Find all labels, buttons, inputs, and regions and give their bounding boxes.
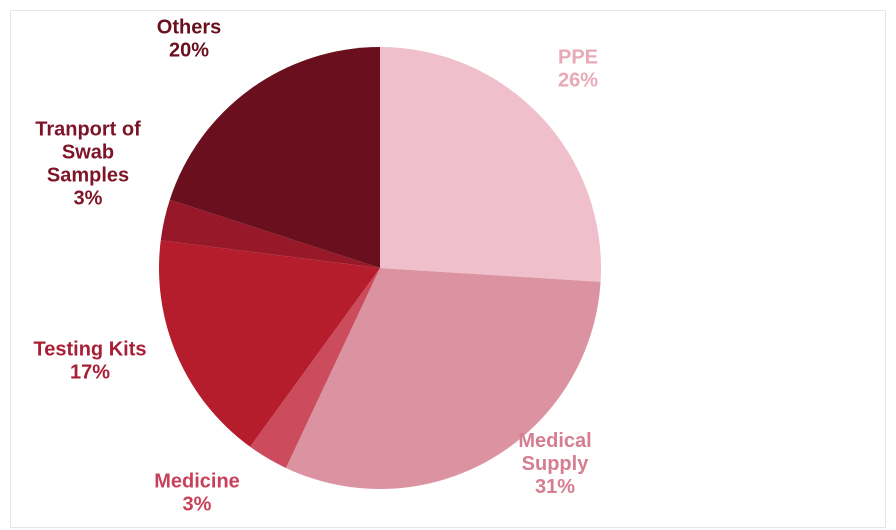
pie-label-others: Others 20% (157, 17, 221, 62)
pie-label-medicine: Medicine 3% (154, 471, 240, 516)
pie-label-medical-supply: Medical Supply 31% (518, 430, 591, 498)
pie-slice-testing-kits (158, 240, 380, 447)
pie-label-value: 31% (535, 476, 575, 498)
pie-label-text: Others (157, 17, 221, 39)
pie-slice-medical-supply (285, 268, 601, 490)
pie-slice-ppe (380, 47, 601, 282)
pie-label-value: 17% (70, 362, 110, 384)
pie-label-text: Swab (62, 142, 114, 164)
pie-slices (158, 47, 601, 490)
pie-slice-tranport-of-swab-samples (160, 199, 380, 268)
pie-label-value: 26% (558, 70, 598, 92)
pie-slice-medicine (250, 268, 380, 468)
pie-label-text: Tranport of (35, 119, 141, 141)
pie-label-text: Medicine (154, 471, 240, 493)
pie-labels: PPE 26%Medical Supply 31%Medicine 3%Testing … (34, 17, 599, 516)
pie-label-ppe: PPE 26% (558, 47, 598, 92)
pie-label-value: 3% (183, 494, 212, 516)
pie-label-value: 3% (74, 188, 103, 210)
pie-label-text: Testing Kits (34, 339, 147, 361)
pie-label-tranport-of-swab-samples: Tranport of Swab Samples 3% (35, 119, 141, 210)
pie-label-testing-kits: Testing Kits 17% (34, 339, 147, 384)
pie-label-value: 20% (169, 40, 209, 62)
pie-label-text: Medical (518, 430, 591, 452)
pie-label-text: Supply (522, 453, 590, 475)
pie-slice-others (169, 47, 380, 268)
pie-label-text: PPE (558, 47, 598, 69)
pie-label-text: Samples (47, 165, 129, 187)
